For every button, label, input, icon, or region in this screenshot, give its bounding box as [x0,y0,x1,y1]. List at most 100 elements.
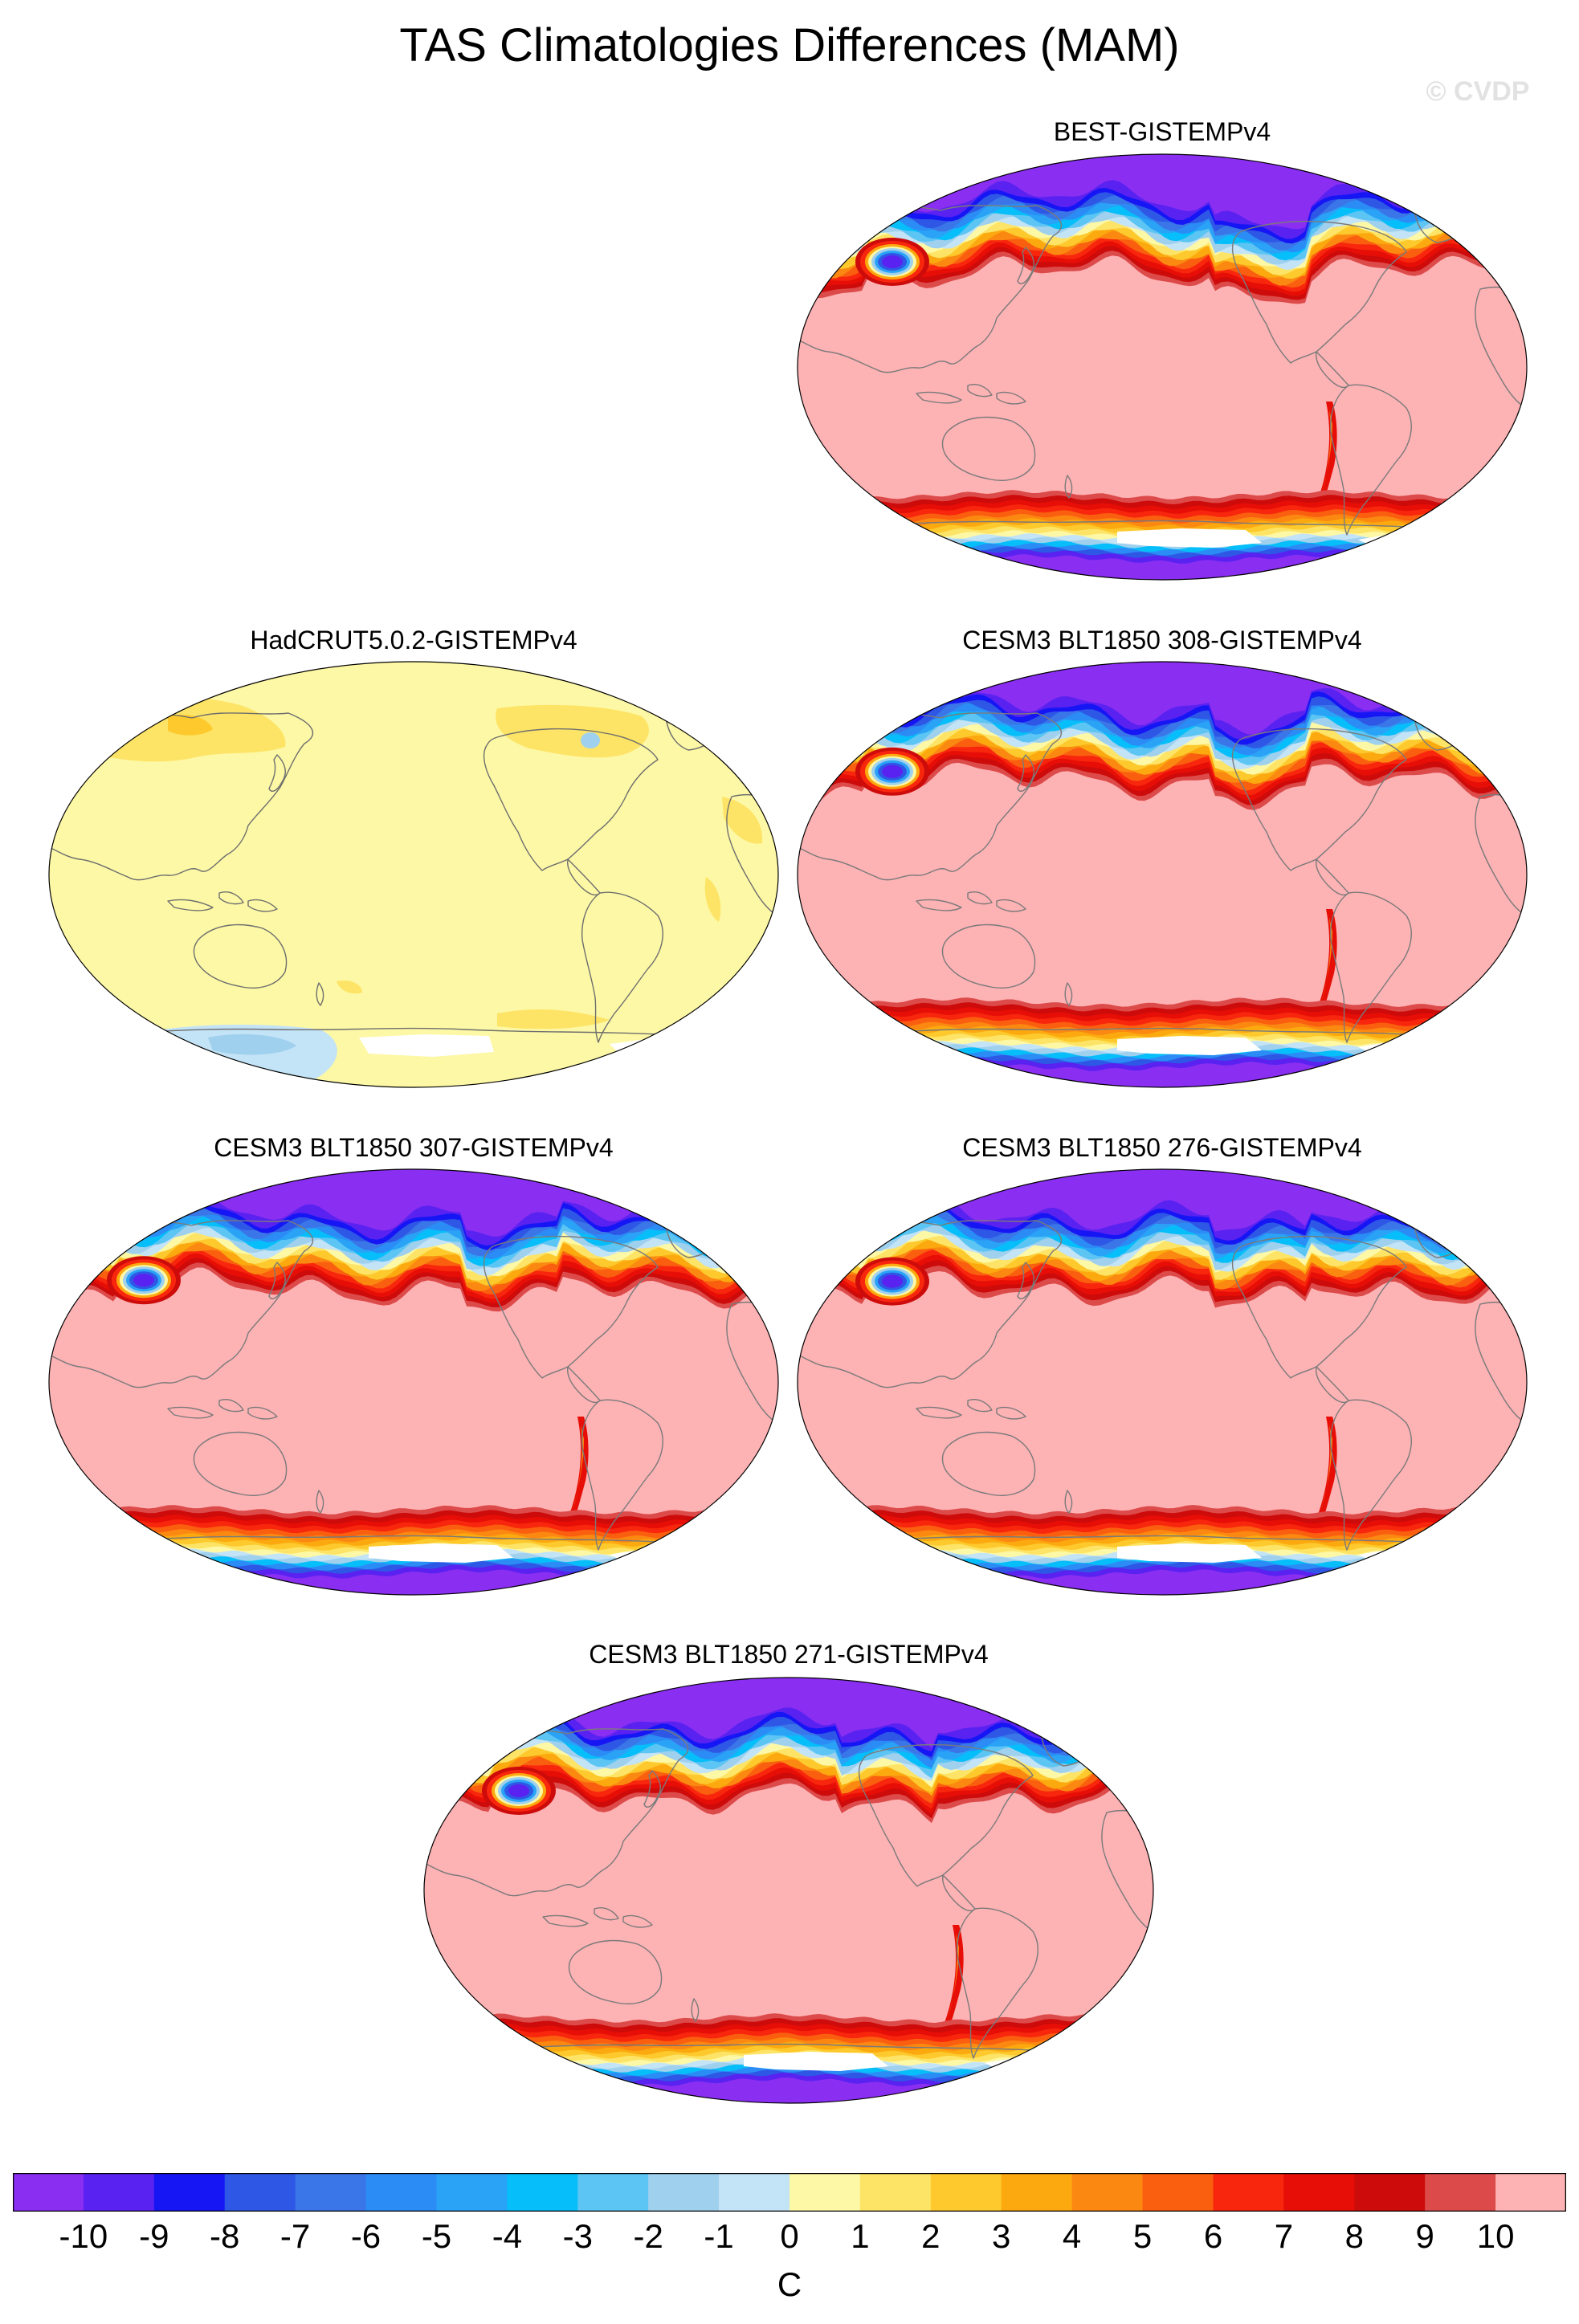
panel-title: BEST-GISTEMPv4 [1053,117,1271,146]
colorbar-tick-label: -5 [421,2217,452,2255]
coastline [858,1743,1034,1887]
coastline [1316,1366,1349,1404]
colorbar-tick-label: 4 [1062,2217,1082,2255]
coastline [942,1874,976,1912]
colorbar-tick-label: 10 [1476,2217,1515,2255]
coastline [542,1914,589,1927]
colorbar-swatch [719,2173,790,2212]
contour-band [798,1062,1527,1087]
coastline [941,1431,1036,1496]
colorbar-tick-label: -3 [562,2217,593,2255]
colorbar-swatch [1071,2173,1144,2212]
coastline [996,899,1026,912]
coastline [193,1431,288,1496]
colorbar [13,2173,1566,2212]
contour-band [882,764,903,778]
coastline [1316,351,1349,389]
colorbar-swatch [1495,2173,1566,2212]
missing-data-area [744,2052,888,2071]
colorbar-swatch [1213,2173,1284,2212]
colorbar-swatch [507,2173,578,2212]
coastline [567,858,601,896]
colorbar-tick-label: 6 [1203,2217,1223,2255]
map-panel [48,661,779,1088]
coastline [268,754,286,792]
coastline [643,1770,661,1808]
contour-band [508,1784,529,1797]
map-border [797,1168,1528,1596]
anomaly-region [208,1034,296,1055]
coastline [167,899,214,911]
coastline [691,1998,700,2022]
coastline [1231,728,1407,871]
map-border [797,661,1528,1088]
colorbar-tick-label: 8 [1344,2217,1364,2255]
colorbar-swatch [13,2173,84,2212]
colorbar-swatch [859,2173,932,2212]
coastline [957,1907,1038,2059]
colorbar-tick-label: -1 [704,2217,734,2255]
coastline [594,1907,619,1921]
coastline [483,1235,659,1379]
coastline [218,1399,244,1413]
coastline [49,1219,314,1388]
contour-band [882,1274,903,1288]
coastline [1017,247,1034,284]
colorbar-swatch [224,2173,296,2212]
colorbar-swatch [1354,2173,1426,2212]
colorbar-tick-label: 7 [1274,2217,1294,2255]
colorbar-swatch [648,2173,720,2212]
contour-band [133,1274,154,1287]
panel-title: CESM3 BLT1850 276-GISTEMPv4 [962,1133,1362,1162]
coastline [1017,1262,1034,1299]
coastline [1064,1490,1073,1514]
colorbar-swatch [153,2173,226,2212]
coastline [193,923,288,989]
coastline [798,1219,1063,1388]
coastline [916,899,962,911]
map-border [423,1677,1154,2104]
coastline [218,891,244,905]
panel-title: HadCRUT5.0.2-GISTEMPv4 [250,626,577,654]
colorbar-swatch [577,2173,649,2212]
contour-band [798,1569,1527,1595]
anomaly-region [722,797,763,844]
coastline [268,1262,286,1299]
coastline [967,384,993,398]
coastline [1017,754,1034,792]
anomaly-region [120,1025,337,1087]
anomaly-region [704,877,721,922]
coastline [996,1406,1026,1420]
panel-title: CESM3 BLT1850 307-GISTEMPv4 [214,1133,614,1162]
missing-data-area [1117,528,1262,548]
map-panel [423,1677,1154,2104]
colorbar-tick-label: -4 [492,2217,523,2255]
coastline [316,1490,324,1514]
colorbar-swatch [930,2173,1002,2212]
coastline [622,1914,653,1928]
colorbar-tick-label: 3 [992,2217,1011,2255]
map-border [48,1168,779,1596]
colorbar-tick-label: 9 [1415,2217,1434,2255]
coastline [1316,858,1349,896]
coastline [798,711,1063,881]
colorbar-units: C [777,2265,802,2303]
colorbar-tick-label: -6 [350,2217,381,2255]
coastline [967,891,993,905]
colorbar-tick-label: -9 [139,2217,169,2255]
figure-title: TAS Climatologies Differences (MAM) [399,19,1180,71]
panel-title: CESM3 BLT1850 308-GISTEMPv4 [962,626,1362,654]
missing-data-area [1117,1543,1262,1563]
coastline [568,1939,663,2004]
map-border [48,661,779,1088]
anomaly-region [168,714,213,736]
contour-band [424,2077,1153,2103]
colorbar-swatch [365,2173,438,2212]
coastline [941,416,1036,481]
panel-title: CESM3 BLT1850 271-GISTEMPv4 [589,1640,989,1669]
colorbar-tick-label: -8 [210,2217,240,2255]
missing-data-area [1117,1036,1262,1055]
anomaly-region [496,704,649,758]
missing-data-area [369,1543,513,1563]
map-panel [797,153,1528,581]
